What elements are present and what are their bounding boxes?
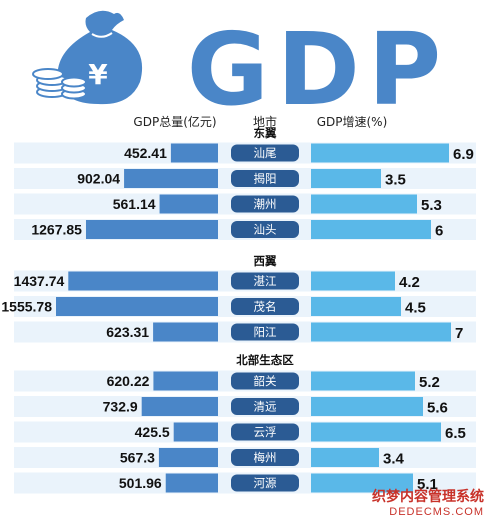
growth-bar [311, 422, 441, 442]
header-growth: GDP增速(%) [317, 115, 388, 129]
gdp-bar [68, 271, 218, 291]
growth-bar [311, 473, 413, 493]
city-label: 湛江 [254, 274, 277, 288]
watermark-line1: 织梦内容管理系统 [372, 489, 484, 505]
growth-bar [311, 297, 401, 316]
gdp-bar [56, 297, 218, 316]
region-label: 北部生态区 [236, 353, 294, 367]
gdp-value-label: 567.3 [120, 450, 155, 466]
growth-value-label: 3.4 [383, 451, 405, 468]
growth-bar [311, 220, 431, 239]
gdp-bar [153, 371, 218, 391]
watermark: 织梦内容管理系统 DEDECMS.COM [372, 486, 484, 518]
gdp-bar [173, 422, 218, 442]
gdp-bar [85, 220, 218, 239]
region-label: 东翼 [254, 126, 277, 140]
watermark-line2: DEDECMS.COM [389, 506, 484, 518]
city-label: 阳江 [254, 325, 277, 339]
gdp-bar [158, 448, 218, 467]
growth-value-label: 4.2 [399, 274, 420, 291]
city-pill [231, 221, 299, 238]
growth-value-label: 5.3 [421, 197, 442, 214]
gdp-value-label: 623.31 [106, 324, 149, 340]
city-label: 揭阳 [254, 172, 277, 186]
gdp-value-label: 902.04 [77, 171, 120, 187]
growth-value-label: 5.2 [419, 374, 440, 391]
coins-icon [32, 68, 87, 100]
city-label: 河源 [254, 476, 277, 490]
city-pill [231, 298, 299, 315]
growth-value-label: 6.9 [453, 146, 474, 163]
gdp-value-label: 1267.85 [31, 222, 82, 238]
gdp-value-label: 620.22 [107, 373, 150, 389]
city-pill [231, 449, 299, 466]
growth-value-label: 4.5 [405, 300, 426, 317]
city-label: 云浮 [254, 425, 277, 439]
growth-value-label: 3.5 [385, 172, 406, 189]
city-label: 汕头 [254, 223, 277, 237]
growth-bar [311, 169, 381, 188]
header-gdp: GDP总量(亿元) [133, 114, 216, 129]
city-label: 茂名 [254, 300, 277, 314]
growth-value-label: 6 [435, 223, 443, 240]
city-pill [231, 423, 299, 441]
growth-bar [311, 397, 423, 416]
growth-bar [311, 448, 379, 467]
gdp-value-label: 501.96 [119, 475, 162, 491]
header-city: 地市 [253, 114, 277, 129]
gdp-value-label: 452.41 [124, 145, 167, 161]
gdp-bar [141, 397, 218, 416]
growth-bar [311, 322, 451, 342]
gdp-value-label: 1555.78 [1, 299, 52, 315]
city-label: 清远 [254, 400, 277, 414]
growth-bar [311, 194, 417, 214]
gdp-bar [165, 473, 218, 493]
city-pill [231, 144, 299, 162]
gdp-bar [153, 322, 218, 342]
growth-bar [311, 143, 449, 163]
gdp-value-label: 561.14 [113, 196, 156, 212]
gdp-bar [170, 143, 218, 163]
city-label: 韶关 [254, 374, 277, 388]
gdp-value-label: 425.5 [135, 424, 170, 440]
city-label: 汕尾 [254, 146, 277, 160]
city-pill [231, 474, 299, 492]
gdp-bar [159, 194, 218, 214]
gdp-value-label: 732.9 [103, 399, 138, 415]
growth-value-label: 5.1 [417, 476, 438, 493]
growth-bar [311, 371, 415, 391]
city-pill [231, 272, 299, 290]
city-label: 潮州 [254, 197, 277, 211]
gdp-value-label: 1437.74 [14, 273, 65, 289]
city-pill [231, 323, 299, 341]
growth-value-label: 5.6 [427, 400, 448, 417]
chart-rows: 东翼 452.41 汕尾 6.9 902.04 揭阳 3.5 561.14 潮州 5.3 1267.… [1, 126, 476, 494]
city-pill [231, 372, 299, 390]
gdp-bar [124, 169, 218, 188]
growth-value-label: 7 [455, 325, 463, 342]
city-pill [231, 170, 299, 187]
city-label: 梅州 [254, 451, 277, 465]
chart-title: GDP [187, 11, 449, 128]
growth-value-label: 6.5 [445, 425, 466, 442]
city-pill [231, 398, 299, 415]
city-pill [231, 195, 299, 213]
svg-text:¥: ¥ [88, 58, 108, 91]
region-label: 西翼 [254, 254, 277, 268]
growth-bar [311, 271, 395, 291]
